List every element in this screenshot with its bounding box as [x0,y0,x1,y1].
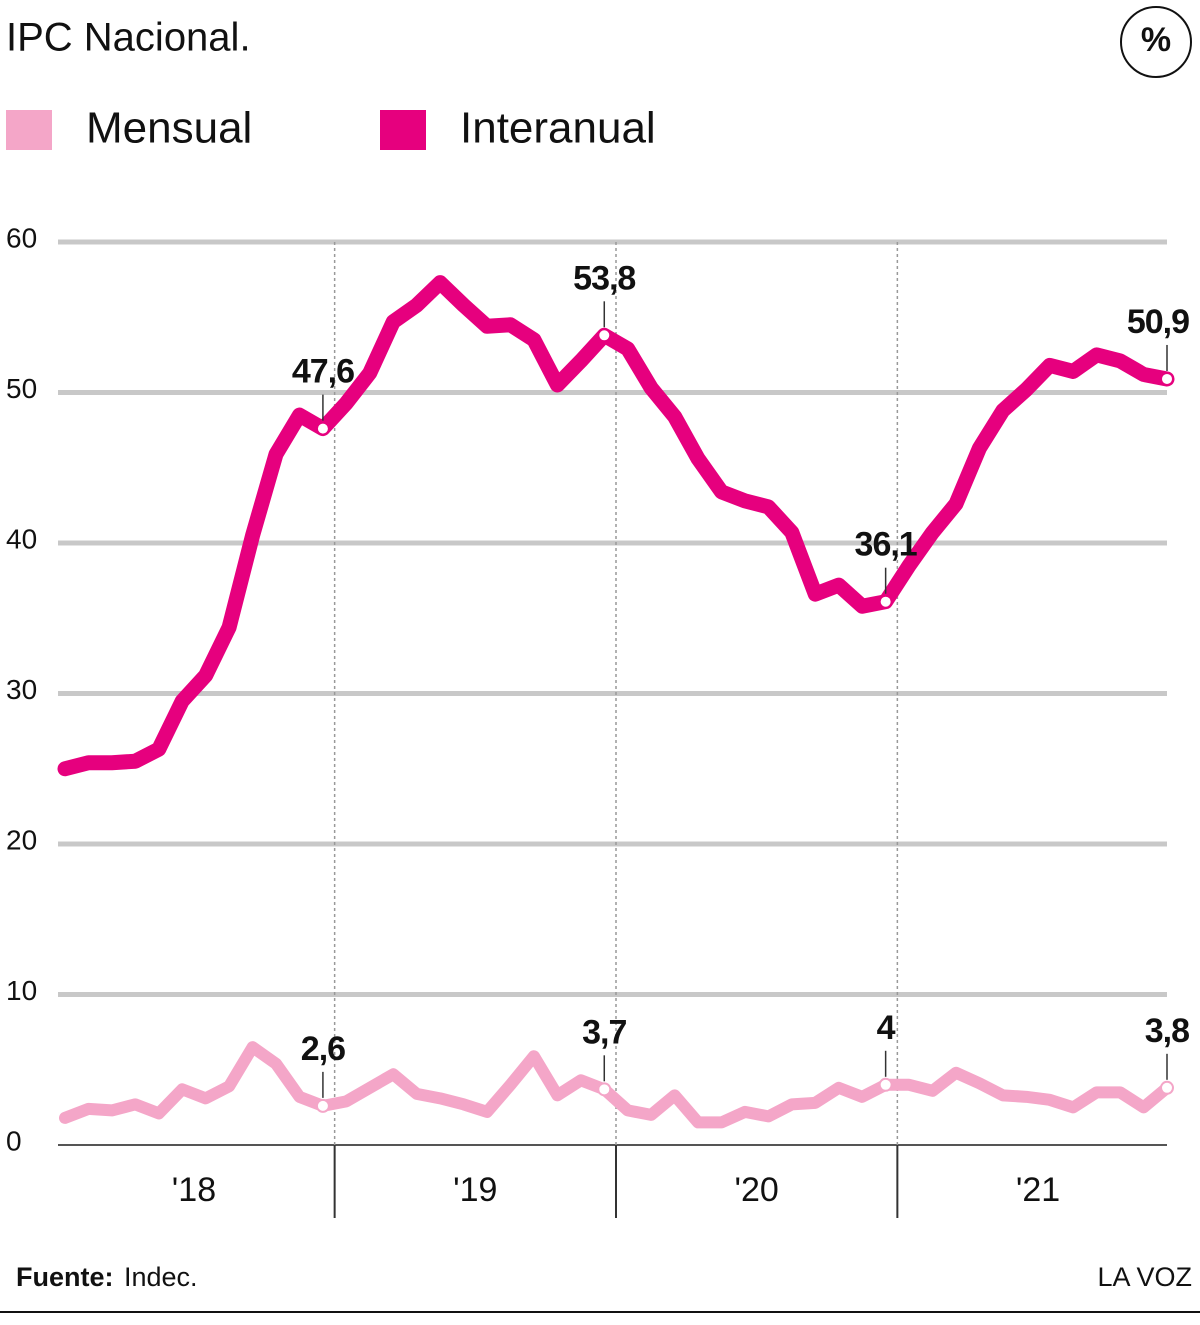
x-tick-label: '21 [1016,1171,1060,1209]
y-tick-label: 40 [6,523,37,554]
legend-swatch [380,110,426,150]
source-label: Fuente: [16,1262,114,1292]
legend-label: Interanual [460,104,656,153]
point-marker [1160,371,1174,386]
x-tick-label: '20 [735,1171,779,1209]
credit: LA VOZ [1097,1262,1192,1292]
data-label: 47,6 [292,353,354,391]
legend-swatch [6,110,52,150]
y-tick-label: 60 [6,222,37,253]
unit-badge-circle [1120,6,1192,78]
point-marker [597,1082,612,1097]
y-tick-label: 50 [6,373,37,404]
point-marker [1160,1080,1174,1095]
x-tick-label: '19 [453,1171,497,1209]
line-series [59,1041,1173,1129]
unit-badge: % [1141,21,1171,59]
data-label: 2,6 [301,1030,345,1068]
data-label: 4 [877,1009,896,1047]
y-tick-label: 20 [6,824,37,855]
data-label: 53,8 [573,259,635,297]
source: Indec. [124,1262,198,1292]
line-series [57,275,1175,777]
data-label: 50,9 [1127,303,1189,341]
chart-title: IPC Nacional. [6,16,251,60]
point-marker [315,1098,330,1113]
data-label: 3,8 [1145,1012,1189,1050]
point-marker [597,328,612,343]
point-marker [878,1077,893,1092]
data-label: 3,7 [582,1013,626,1051]
y-tick-label: 30 [6,674,37,705]
y-tick-label: 10 [6,975,37,1006]
x-tick-label: '18 [172,1171,216,1209]
legend-label: Mensual [86,104,252,153]
data-label: 36,1 [855,526,917,564]
point-marker [878,594,893,609]
y-tick-label: 0 [6,1125,22,1156]
point-marker [315,421,330,436]
